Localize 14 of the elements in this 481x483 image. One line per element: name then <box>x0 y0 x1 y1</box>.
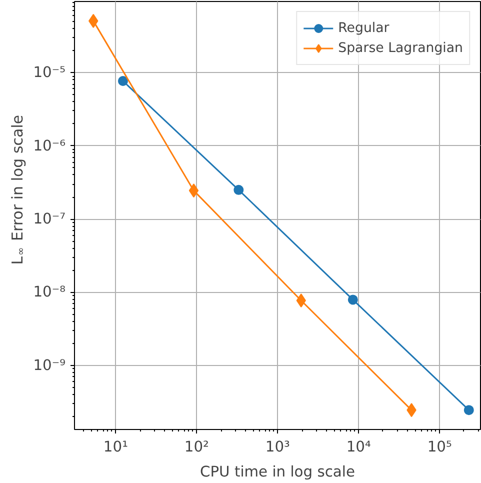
x-tick-label: 10³ <box>265 438 290 456</box>
y-axis-title: L∞ Error in log scale <box>8 114 27 265</box>
legend-label: Regular <box>338 20 390 36</box>
y-tick-label: 10⁻⁶ <box>33 137 66 154</box>
x-axis-title: CPU time in log scale <box>200 464 356 480</box>
x-tick-label: 10² <box>184 438 209 456</box>
y-tick-label: 10⁻⁹ <box>33 356 66 374</box>
y-tick-label: 10⁻⁷ <box>33 210 66 228</box>
x-tick-label: 10⁵ <box>427 438 452 456</box>
x-tick-label: 10¹ <box>103 438 128 456</box>
legend-label: Sparse Lagrangian <box>338 40 463 56</box>
y-tick-label: 10⁻⁸ <box>33 284 66 301</box>
y-tick-label: 10⁻⁵ <box>33 64 66 82</box>
x-tick-label: 10⁴ <box>346 438 372 456</box>
